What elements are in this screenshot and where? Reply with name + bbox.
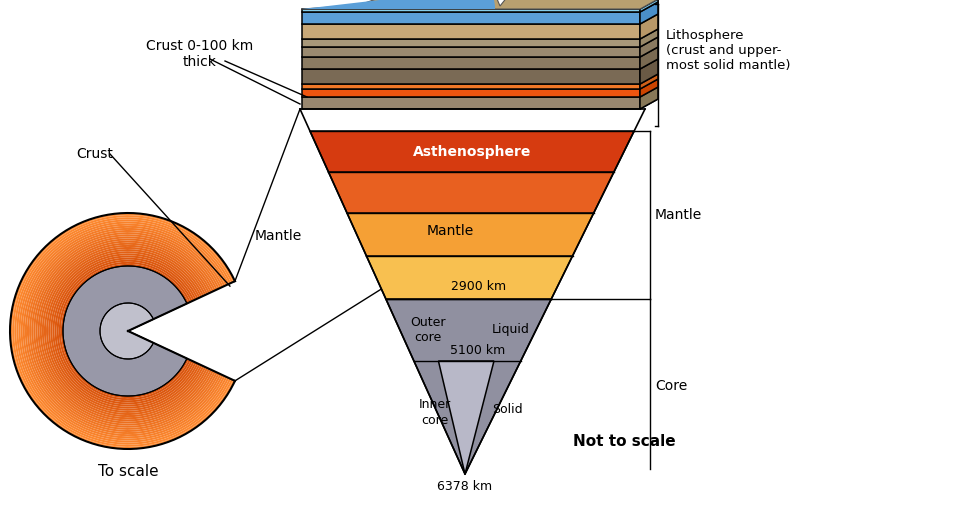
Polygon shape bbox=[640, 74, 658, 89]
Wedge shape bbox=[31, 234, 216, 428]
Text: Lithosphere
(crust and upper-
most solid mantle): Lithosphere (crust and upper- most solid… bbox=[666, 29, 790, 71]
Polygon shape bbox=[640, 59, 658, 84]
Text: Liquid: Liquid bbox=[492, 324, 530, 336]
Polygon shape bbox=[302, 47, 640, 57]
Text: Crust 0-100 km
thick: Crust 0-100 km thick bbox=[146, 39, 253, 69]
Wedge shape bbox=[18, 221, 228, 440]
Wedge shape bbox=[53, 256, 197, 407]
Wedge shape bbox=[60, 264, 189, 398]
Wedge shape bbox=[14, 217, 231, 445]
Text: Mantle: Mantle bbox=[655, 208, 703, 222]
Wedge shape bbox=[50, 253, 199, 409]
Polygon shape bbox=[302, 97, 640, 109]
Polygon shape bbox=[640, 14, 658, 39]
Wedge shape bbox=[16, 219, 229, 443]
Polygon shape bbox=[302, 12, 640, 24]
Wedge shape bbox=[48, 251, 201, 411]
Polygon shape bbox=[640, 29, 658, 47]
Text: Solid: Solid bbox=[492, 403, 522, 416]
Polygon shape bbox=[302, 69, 640, 84]
Text: 2900 km: 2900 km bbox=[451, 279, 506, 293]
Polygon shape bbox=[302, 0, 658, 9]
Wedge shape bbox=[27, 230, 220, 432]
Polygon shape bbox=[302, 57, 640, 69]
Polygon shape bbox=[640, 79, 658, 97]
Text: Mantle: Mantle bbox=[426, 223, 473, 238]
Polygon shape bbox=[310, 131, 635, 172]
Polygon shape bbox=[640, 0, 658, 12]
Text: To scale: To scale bbox=[98, 464, 158, 479]
Wedge shape bbox=[63, 266, 187, 396]
Text: 6378 km: 6378 km bbox=[438, 480, 492, 494]
Polygon shape bbox=[439, 361, 494, 474]
Text: 5100 km: 5100 km bbox=[449, 344, 505, 356]
Wedge shape bbox=[57, 260, 193, 402]
Wedge shape bbox=[20, 223, 226, 438]
Text: Asthenosphere: Asthenosphere bbox=[413, 145, 531, 158]
Polygon shape bbox=[640, 2, 658, 24]
Polygon shape bbox=[640, 0, 658, 109]
Wedge shape bbox=[29, 232, 218, 430]
Wedge shape bbox=[46, 249, 203, 413]
Wedge shape bbox=[34, 236, 214, 426]
Wedge shape bbox=[37, 241, 210, 421]
Polygon shape bbox=[302, 39, 640, 47]
Wedge shape bbox=[36, 238, 212, 423]
Polygon shape bbox=[640, 87, 658, 109]
Polygon shape bbox=[347, 213, 593, 256]
Wedge shape bbox=[25, 228, 222, 434]
Text: Outer
core: Outer core bbox=[410, 316, 445, 344]
Text: Not to scale: Not to scale bbox=[573, 434, 676, 448]
Polygon shape bbox=[328, 172, 614, 213]
Polygon shape bbox=[302, 24, 640, 39]
Wedge shape bbox=[100, 303, 154, 359]
Polygon shape bbox=[640, 47, 658, 69]
Wedge shape bbox=[23, 225, 224, 436]
Polygon shape bbox=[302, 89, 640, 97]
Wedge shape bbox=[12, 215, 233, 447]
Polygon shape bbox=[640, 37, 658, 57]
Polygon shape bbox=[302, 84, 640, 89]
Polygon shape bbox=[386, 299, 551, 474]
Wedge shape bbox=[42, 245, 206, 417]
Polygon shape bbox=[367, 256, 572, 299]
Text: Core: Core bbox=[655, 380, 687, 393]
Text: Crust: Crust bbox=[77, 147, 113, 161]
Wedge shape bbox=[39, 243, 208, 419]
Polygon shape bbox=[302, 9, 640, 12]
Text: Mantle: Mantle bbox=[255, 229, 302, 242]
Wedge shape bbox=[10, 213, 235, 449]
Polygon shape bbox=[302, 0, 495, 9]
Wedge shape bbox=[59, 262, 191, 400]
Wedge shape bbox=[55, 258, 195, 405]
Text: Inner
core: Inner core bbox=[419, 399, 451, 427]
Wedge shape bbox=[44, 247, 204, 415]
